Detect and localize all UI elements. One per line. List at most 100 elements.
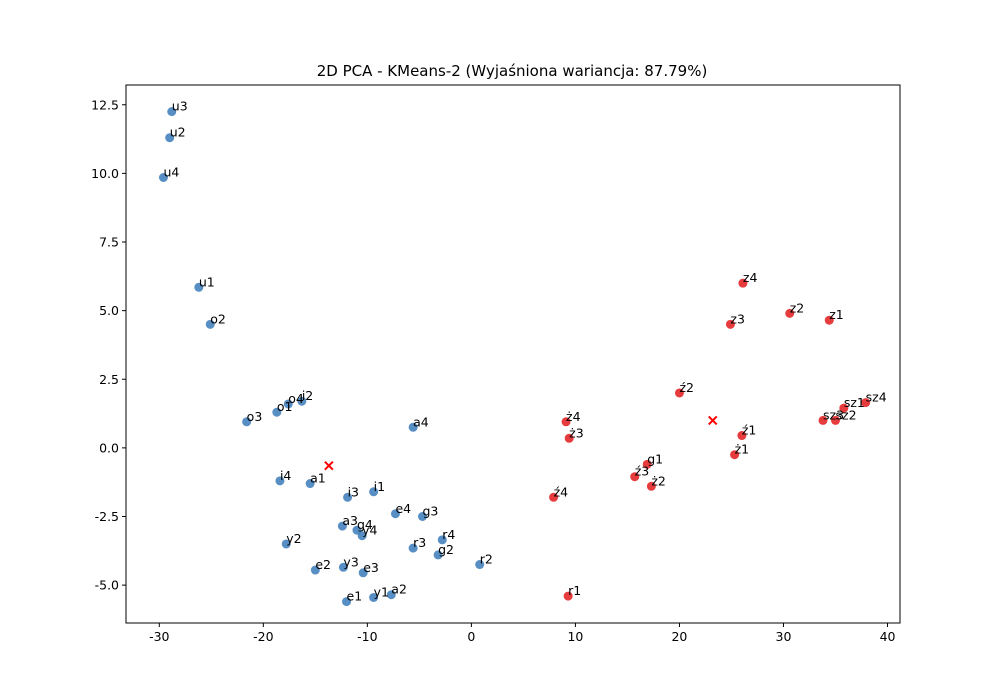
point-label: o4 bbox=[288, 391, 304, 406]
x-tick-label: -20 bbox=[253, 629, 273, 644]
point-label: a3 bbox=[342, 513, 358, 528]
point-label: i4 bbox=[280, 468, 291, 483]
point-label: sz3 bbox=[823, 407, 844, 422]
point-label: ż2 bbox=[651, 473, 666, 488]
data-point bbox=[358, 568, 368, 578]
y-axis: -5.0 -2.5 0.0 2.5 5.0 7.5 10.0 12.5 bbox=[91, 97, 126, 593]
points-layer bbox=[158, 107, 871, 607]
data-point bbox=[831, 415, 840, 425]
point-label: o1 bbox=[277, 399, 293, 414]
data-point bbox=[281, 539, 291, 549]
data-point bbox=[283, 399, 293, 409]
y-tick-label: 7.5 bbox=[99, 235, 119, 250]
point-label: ź2 bbox=[679, 380, 694, 395]
data-point bbox=[561, 417, 571, 427]
centroid-marker bbox=[708, 415, 718, 426]
data-point bbox=[824, 315, 834, 325]
x-tick-label: 30 bbox=[776, 629, 792, 644]
centroid-marker bbox=[324, 461, 334, 471]
point-label: i2 bbox=[302, 388, 313, 403]
data-point bbox=[564, 433, 574, 443]
point-label: ż4 bbox=[566, 409, 581, 424]
y-tick-label: 10.0 bbox=[91, 166, 119, 181]
point-label: g4 bbox=[357, 517, 373, 532]
point-label: ź4 bbox=[554, 484, 569, 499]
y-tick-label: 5.0 bbox=[99, 303, 119, 318]
point-label: i3 bbox=[348, 484, 359, 499]
data-point bbox=[297, 396, 307, 406]
data-point bbox=[305, 479, 315, 489]
data-point bbox=[338, 562, 348, 572]
data-point bbox=[674, 388, 684, 398]
point-label: u3 bbox=[172, 99, 188, 114]
point-label: o3 bbox=[247, 409, 263, 424]
x-tick-label: 10 bbox=[567, 629, 583, 644]
data-point bbox=[861, 398, 871, 408]
data-point bbox=[242, 417, 252, 427]
data-point bbox=[785, 308, 795, 318]
point-label: g1 bbox=[647, 451, 663, 466]
data-point bbox=[417, 511, 427, 521]
point-label: u2 bbox=[170, 125, 186, 140]
y-tick-label: 12.5 bbox=[91, 97, 119, 112]
data-point bbox=[475, 560, 485, 570]
data-point bbox=[725, 319, 735, 329]
point-label: e4 bbox=[395, 501, 411, 516]
data-point bbox=[205, 319, 215, 329]
data-point bbox=[408, 422, 418, 432]
point-label: z4 bbox=[743, 270, 758, 285]
point-label: z2 bbox=[790, 300, 805, 315]
point-label: u1 bbox=[199, 274, 215, 289]
point-label: u4 bbox=[163, 165, 179, 180]
point-label: a1 bbox=[310, 471, 326, 486]
point-label: g2 bbox=[438, 542, 454, 557]
data-point bbox=[386, 590, 396, 600]
data-point bbox=[730, 450, 740, 460]
x-tick-label: -30 bbox=[149, 629, 169, 644]
data-point bbox=[194, 282, 204, 292]
point-label: sz1 bbox=[844, 395, 865, 410]
point-label: e1 bbox=[347, 589, 363, 604]
point-label: a4 bbox=[413, 414, 429, 429]
point-label: r4 bbox=[442, 527, 455, 542]
point-label: z3 bbox=[730, 311, 745, 326]
x-axis: -30 -20 -10 0 10 20 30 40 bbox=[149, 623, 896, 644]
data-point bbox=[390, 509, 400, 519]
point-label: o2 bbox=[210, 311, 226, 326]
x-tick-label: 0 bbox=[467, 629, 475, 644]
data-point bbox=[839, 403, 849, 413]
data-point bbox=[563, 591, 573, 601]
chart-title: 2D PCA - KMeans-2 (Wyjaśniona wariancja:… bbox=[317, 62, 708, 80]
data-point bbox=[343, 492, 353, 502]
x-tick-label: 20 bbox=[671, 629, 687, 644]
point-label: y2 bbox=[286, 531, 301, 546]
y-tick-label: -2.5 bbox=[95, 509, 119, 524]
y-tick-label: 0.0 bbox=[99, 440, 119, 455]
data-point bbox=[342, 597, 352, 607]
data-point bbox=[549, 492, 559, 502]
point-label: sz4 bbox=[866, 390, 887, 405]
point-label: i1 bbox=[374, 479, 385, 494]
point-label: g3 bbox=[422, 503, 438, 518]
point-label: z1 bbox=[829, 307, 844, 322]
data-point bbox=[630, 472, 640, 482]
data-point bbox=[642, 459, 652, 469]
point-label: ź1 bbox=[742, 423, 757, 438]
y-tick-label: -5.0 bbox=[95, 578, 119, 593]
centroids-layer bbox=[324, 415, 718, 471]
data-point bbox=[738, 278, 748, 288]
point-label: r3 bbox=[413, 535, 426, 550]
point-label: e3 bbox=[363, 560, 379, 575]
data-point bbox=[737, 431, 747, 441]
data-point bbox=[272, 407, 282, 417]
point-label: sz2 bbox=[836, 407, 857, 422]
data-point bbox=[646, 481, 656, 491]
data-point bbox=[275, 476, 285, 486]
data-point bbox=[167, 107, 177, 117]
point-label: r1 bbox=[568, 583, 581, 598]
data-point bbox=[337, 521, 347, 531]
point-label: ż3 bbox=[569, 425, 584, 440]
data-point bbox=[310, 565, 320, 575]
